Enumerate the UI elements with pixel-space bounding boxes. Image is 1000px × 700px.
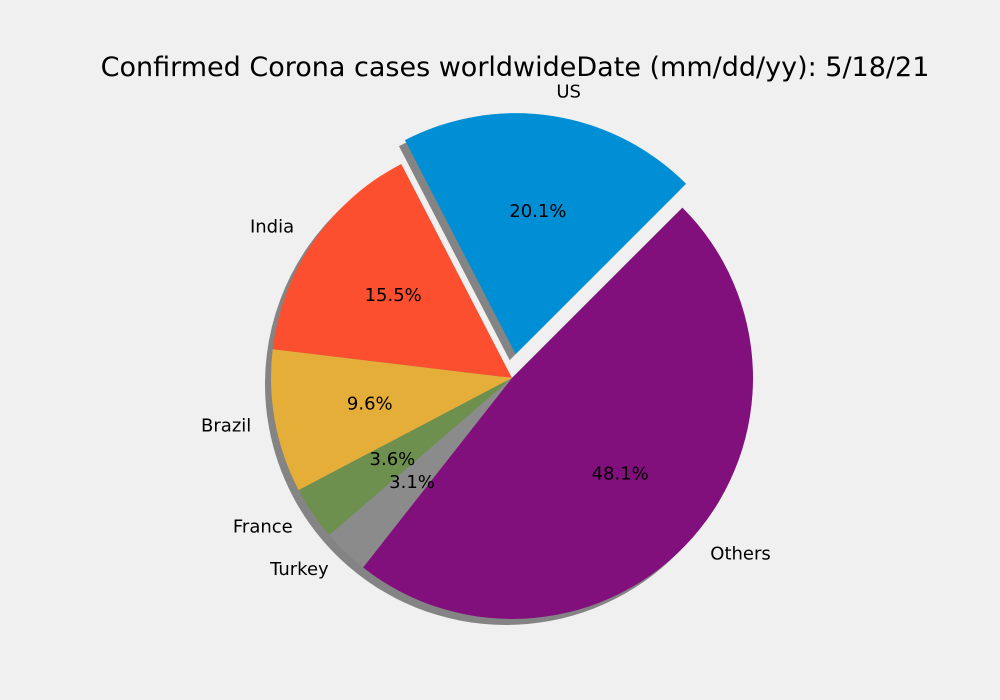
slice-pct-india: 15.5% xyxy=(365,285,422,306)
slice-label-brazil: Brazil xyxy=(201,416,251,437)
slice-pct-turkey: 3.1% xyxy=(389,472,435,493)
chart-title: Confirmed Corona cases worldwideDate (mm… xyxy=(101,52,930,83)
pie-slice-brazil xyxy=(271,349,512,491)
pie-slices xyxy=(271,113,754,620)
pie-slice-france xyxy=(298,378,512,536)
pie-slice-india xyxy=(272,163,512,378)
slice-pct-france: 3.6% xyxy=(370,449,416,470)
slice-label-france: France xyxy=(233,517,293,538)
slice-pct-us: 20.1% xyxy=(509,201,566,222)
slice-label-turkey: Turkey xyxy=(269,559,329,580)
pie-slice-us xyxy=(404,113,687,355)
slice-pct-others: 48.1% xyxy=(592,463,649,484)
slice-label-us: US xyxy=(556,82,581,103)
slice-label-others: Others xyxy=(710,543,771,564)
pie-slice-turkey xyxy=(329,378,512,568)
pie-slice-others xyxy=(363,207,754,620)
slice-pct-brazil: 9.6% xyxy=(347,394,393,415)
slice-label-india: India xyxy=(250,216,294,237)
slice-labels: US 20.1% India 15.5% Brazil 9.6% France 3.6% Tur… xyxy=(201,82,771,580)
